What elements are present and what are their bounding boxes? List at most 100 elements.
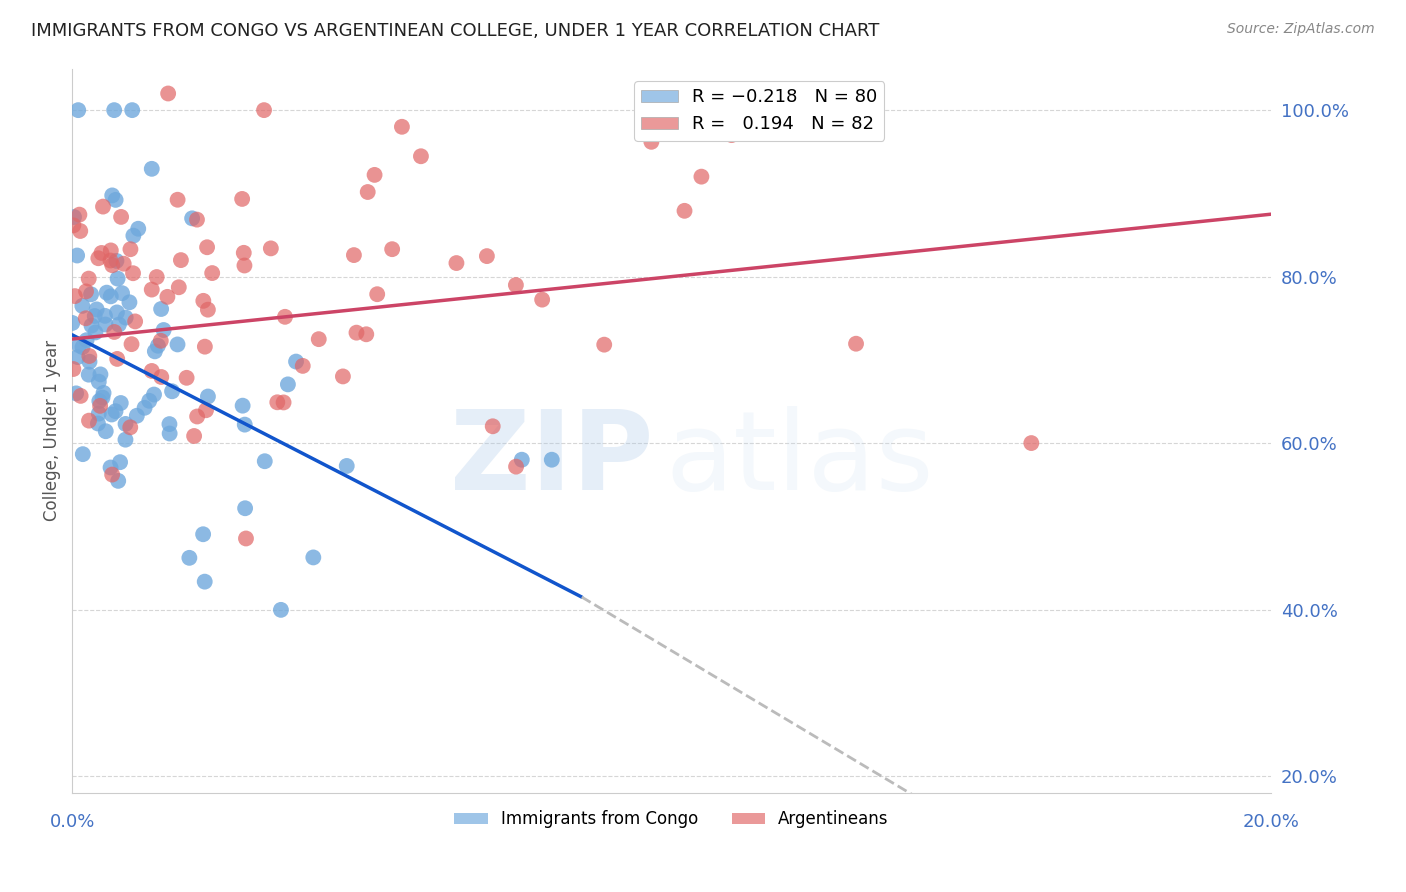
- Point: [103, 103, 125, 117]
- Point: [111, 286, 134, 301]
- Point: [77, 271, 100, 285]
- Point: [84, 326, 107, 340]
- Point: [121, 103, 143, 117]
- Point: [89, 393, 111, 408]
- Point: [593, 337, 616, 351]
- Point: [103, 325, 125, 339]
- Point: [114, 433, 136, 447]
- Point: [186, 212, 208, 227]
- Point: [356, 327, 378, 342]
- Point: [195, 403, 218, 417]
- Point: [260, 241, 283, 255]
- Point: [101, 258, 124, 272]
- Point: [332, 369, 354, 384]
- Point: [67, 208, 90, 222]
- Point: [197, 302, 219, 317]
- Point: [1021, 436, 1043, 450]
- Point: [156, 290, 179, 304]
- Point: [150, 370, 173, 384]
- Point: [157, 87, 180, 101]
- Point: [232, 245, 254, 260]
- Point: [194, 574, 217, 589]
- Point: [63, 289, 86, 303]
- Point: [141, 161, 163, 176]
- Point: [346, 326, 368, 340]
- Point: [87, 407, 110, 421]
- Point: [86, 302, 108, 317]
- Point: [231, 192, 253, 206]
- Point: [94, 318, 117, 332]
- Point: [76, 333, 98, 347]
- Point: [72, 340, 94, 354]
- Point: [100, 460, 122, 475]
- Point: [274, 310, 297, 324]
- Point: [194, 340, 217, 354]
- Point: [166, 337, 188, 351]
- Point: [107, 474, 129, 488]
- Point: [233, 259, 256, 273]
- Point: [233, 417, 256, 432]
- Point: [197, 390, 219, 404]
- Point: [101, 188, 124, 202]
- Point: [186, 409, 208, 424]
- Point: [110, 396, 132, 410]
- Point: [107, 271, 129, 285]
- Point: [105, 305, 128, 319]
- Point: [690, 169, 713, 184]
- Point: [94, 424, 117, 438]
- Point: [100, 253, 122, 268]
- Point: [72, 299, 94, 313]
- Point: [673, 203, 696, 218]
- Point: [87, 417, 110, 431]
- Point: [181, 211, 204, 226]
- Point: [235, 532, 257, 546]
- Point: [183, 429, 205, 443]
- Point: [176, 371, 198, 385]
- Point: [540, 452, 562, 467]
- Point: [105, 253, 128, 268]
- Point: [121, 337, 143, 351]
- Point: [195, 240, 218, 254]
- Point: [77, 368, 100, 382]
- Point: [253, 454, 276, 468]
- Point: [270, 603, 292, 617]
- Point: [75, 285, 97, 299]
- Point: [110, 210, 132, 224]
- Point: [531, 293, 554, 307]
- Point: [291, 359, 314, 373]
- Point: [69, 224, 91, 238]
- Point: [77, 414, 100, 428]
- Point: [69, 389, 91, 403]
- Point: [505, 459, 527, 474]
- Point: [79, 349, 101, 363]
- Point: [114, 310, 136, 325]
- Point: [100, 244, 122, 258]
- Point: [159, 426, 181, 441]
- Point: [285, 354, 308, 368]
- Point: [141, 283, 163, 297]
- Point: [481, 419, 503, 434]
- Point: [845, 336, 868, 351]
- Point: [122, 228, 145, 243]
- Point: [302, 550, 325, 565]
- Point: [120, 242, 142, 256]
- Point: [125, 409, 148, 423]
- Point: [80, 318, 103, 333]
- Point: [118, 295, 141, 310]
- Point: [75, 311, 97, 326]
- Point: [381, 242, 404, 256]
- Point: [179, 550, 201, 565]
- Point: [366, 287, 388, 301]
- Point: [160, 384, 183, 399]
- Point: [93, 385, 115, 400]
- Point: [273, 395, 295, 409]
- Point: [475, 249, 498, 263]
- Point: [193, 293, 215, 308]
- Point: [91, 391, 114, 405]
- Point: [83, 309, 105, 323]
- Point: [66, 350, 89, 364]
- Point: [67, 338, 90, 352]
- Point: [232, 399, 254, 413]
- Point: [108, 318, 131, 332]
- Point: [363, 168, 385, 182]
